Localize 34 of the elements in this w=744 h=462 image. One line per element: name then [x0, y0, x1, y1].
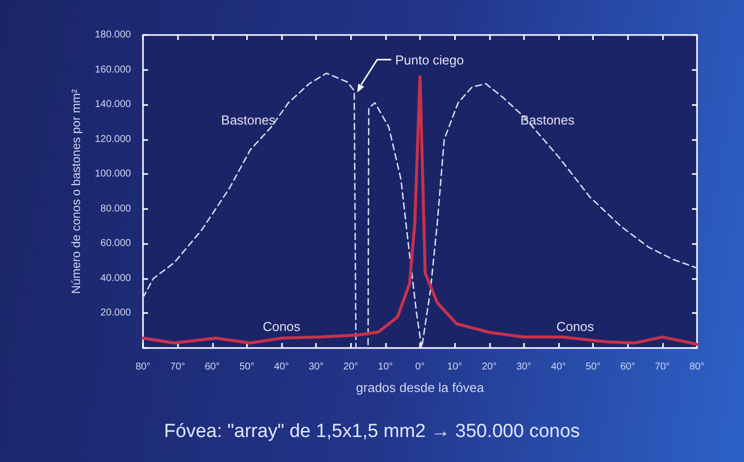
x-axis-title: grados desde la fóvea — [356, 380, 485, 395]
x-tick-label: 0° — [415, 362, 425, 372]
x-tick-label: 20° — [343, 362, 358, 372]
series-label: Conos — [556, 319, 594, 334]
x-tick-label: 80° — [135, 362, 151, 372]
x-tick-label: 80° — [689, 362, 705, 372]
y-tick-label: 60.000 — [100, 238, 132, 250]
y-tick-label: 160.000 — [94, 64, 132, 76]
text: Conos — [262, 319, 300, 334]
x-tick-label: 70° — [170, 362, 186, 372]
x-tick-label: 60° — [620, 362, 636, 372]
annotation: Punto ciego — [395, 52, 464, 68]
series-label: Bastones — [221, 112, 276, 128]
y-tick-label: 180.000 — [94, 30, 132, 40]
x-tick-label: 30° — [516, 362, 532, 372]
x-tick-label: 50° — [586, 362, 601, 372]
x-tick-label: 10° — [378, 362, 393, 372]
x-tick-label: 40° — [550, 362, 566, 372]
x-tick-label: 20° — [482, 362, 497, 372]
text: Fóvea: "array" de 1,5x1,5 mm2 → 350.000 conos — [164, 421, 580, 442]
y-axis-title: Número de conos o bastones por mm² — [69, 89, 83, 294]
y-tick-label: 80.000 — [100, 203, 132, 214]
x-tick-label: 70° — [654, 362, 670, 372]
y-tick-label: 40.000 — [100, 272, 132, 284]
x-tick-label: 50° — [239, 362, 254, 372]
x-tick-label: 60° — [204, 362, 220, 372]
x-tick-label: 40° — [274, 362, 290, 372]
y-tick-label: 120.000 — [94, 134, 132, 145]
x-tick-label: 10° — [447, 362, 462, 372]
y-tick-label: 20.000 — [100, 308, 132, 319]
y-tick-label: 140.000 — [94, 99, 132, 110]
x-tick-label: 30° — [308, 362, 324, 372]
y-tick-label: 100.000 — [94, 168, 132, 180]
text: Bastones — [520, 112, 575, 128]
